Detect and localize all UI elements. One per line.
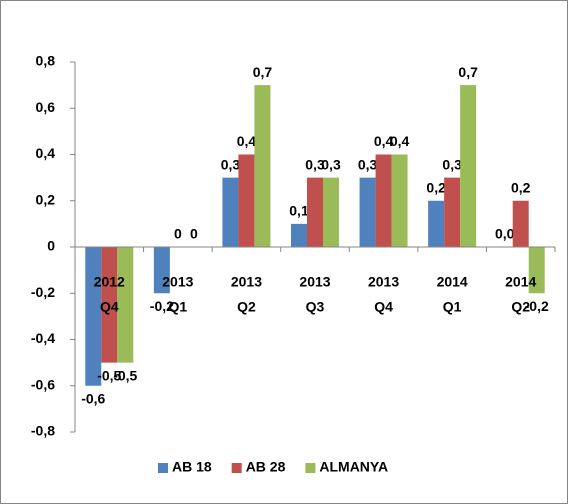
- bar: [512, 200, 529, 247]
- legend-label: AB 28: [246, 459, 286, 475]
- x-tick-label: Q4: [374, 299, 393, 315]
- x-tick-label: Q1: [443, 299, 462, 315]
- legend-swatch: [305, 463, 316, 473]
- bar: [375, 154, 392, 247]
- bar: [444, 177, 461, 247]
- value-label: 0,3: [305, 156, 325, 172]
- bar: [291, 223, 307, 247]
- x-tick-label: Q1: [169, 299, 188, 315]
- bar: [528, 247, 545, 294]
- value-label: -0,2: [150, 298, 174, 314]
- x-tick-label: 2014: [505, 274, 536, 290]
- value-label: 0,4: [237, 133, 257, 149]
- y-tick-label: 0,8: [36, 53, 56, 69]
- bar: [117, 247, 134, 363]
- x-tick-label: Q4: [100, 299, 119, 315]
- legend-label: AB 18: [172, 459, 212, 475]
- bar: [460, 85, 477, 247]
- x-tick-label: 2012: [94, 274, 125, 290]
- legend-label: ALMANYA: [319, 459, 388, 475]
- legend-swatch: [231, 463, 242, 473]
- bar: [391, 154, 408, 247]
- bar: [254, 85, 271, 247]
- bar: [85, 247, 102, 386]
- value-label: 0,3: [221, 156, 241, 172]
- bar: [238, 154, 255, 247]
- bar: [307, 177, 323, 247]
- y-tick-label: 0,4: [36, 145, 56, 161]
- y-tick-label: -0,6: [31, 376, 55, 392]
- x-tick-label: 2013: [231, 274, 262, 290]
- legend-swatch: [158, 463, 168, 473]
- value-label: -0,2: [525, 298, 549, 314]
- y-tick-label: 0: [47, 238, 55, 254]
- x-tick-label: 2013: [162, 274, 193, 290]
- x-tick-label: 2013: [299, 274, 330, 290]
- value-label: 0,0: [495, 226, 515, 242]
- value-label: 0,3: [321, 156, 341, 172]
- x-tick-label: Q2: [511, 299, 530, 315]
- value-label: -0,5: [97, 367, 121, 383]
- value-label: 0,3: [358, 156, 378, 172]
- value-label: 0,1: [289, 203, 309, 219]
- x-tick-label: 2014: [437, 274, 468, 290]
- value-label: 0,7: [458, 64, 478, 80]
- value-label: 0: [190, 226, 198, 242]
- bar: [153, 247, 170, 294]
- x-tick-label: Q2: [237, 299, 256, 315]
- bar: [323, 177, 339, 247]
- value-label: 0,3: [442, 156, 462, 172]
- y-tick-label: -0,2: [31, 284, 55, 300]
- y-tick-label: -0,8: [31, 423, 55, 439]
- value-label: 0,2: [511, 179, 531, 195]
- bar: [222, 177, 239, 247]
- x-tick-label: Q3: [306, 299, 325, 315]
- x-tick-label: 2013: [368, 274, 399, 290]
- value-label: -0,5: [113, 367, 137, 383]
- bar: [101, 247, 118, 363]
- bar: [428, 200, 445, 247]
- value-label: 0,2: [426, 179, 446, 195]
- value-label: 0: [174, 226, 182, 242]
- y-tick-label: 0,6: [36, 99, 56, 115]
- value-label: 0,4: [390, 133, 410, 149]
- bar: [359, 177, 376, 247]
- value-label: -0,6: [81, 390, 105, 406]
- value-label: 0,4: [374, 133, 394, 149]
- y-tick-label: 0,2: [36, 191, 56, 207]
- y-tick-label: -0,4: [31, 330, 55, 346]
- value-label: 0,7: [253, 64, 273, 80]
